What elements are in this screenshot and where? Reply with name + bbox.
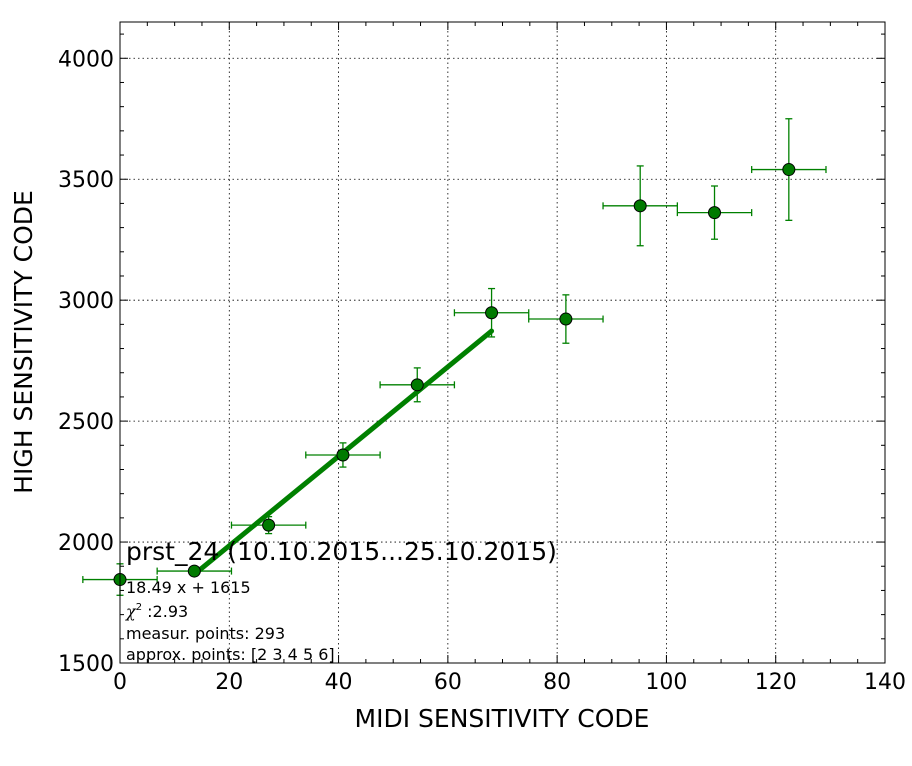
data-point xyxy=(410,378,424,392)
y-tick-label: 4000 xyxy=(58,47,114,72)
data-point xyxy=(782,163,796,177)
x-tick-label: 0 xyxy=(113,670,127,695)
y-tick-label: 3500 xyxy=(58,168,114,193)
data-point xyxy=(708,206,722,220)
x-tick-label: 20 xyxy=(215,670,243,695)
x-tick-label: 120 xyxy=(755,670,797,695)
data-point xyxy=(187,564,201,578)
x-axis-label: MIDI SENSITIVITY CODE xyxy=(355,704,650,733)
x-tick-label: 60 xyxy=(434,670,462,695)
chi2-superscript: 2 xyxy=(136,602,142,613)
tick-labels-layer: 0 20 40 60 80 100 120 140 1500 2000 2500 3000 3500 40… xyxy=(58,47,906,695)
annotation-chi2: χ2 :2.93 xyxy=(125,602,188,621)
data-point xyxy=(559,312,573,326)
x-tick-label: 80 xyxy=(543,670,571,695)
points-layer xyxy=(113,163,796,587)
annotation-equation: 18.49 x + 1615 xyxy=(126,578,251,597)
annotation-approx-points: approx. points: [2 3 4 5 6] xyxy=(126,645,335,664)
grid-layer xyxy=(120,22,885,663)
annotation-title: prst_24 (10.10.2015...25.10.2015) xyxy=(126,537,557,566)
data-point xyxy=(485,306,499,320)
x-tick-label: 140 xyxy=(864,670,906,695)
plot-frame xyxy=(119,21,886,664)
y-tick-label: 1500 xyxy=(58,652,114,677)
data-point xyxy=(633,199,647,213)
y-tick-label: 2000 xyxy=(58,531,114,556)
data-point xyxy=(262,518,276,532)
chi2-symbol: χ xyxy=(125,602,137,621)
chi2-value: :2.93 xyxy=(142,602,188,621)
x-tick-label: 100 xyxy=(645,670,687,695)
y-axis-label: HIGH SENSITIVITY CODE xyxy=(9,190,38,494)
ticks-layer xyxy=(119,22,886,664)
data-point xyxy=(336,448,350,462)
y-tick-label: 2500 xyxy=(58,410,114,435)
annotation-measur-points: measur. points: 293 xyxy=(126,624,285,643)
x-tick-label: 40 xyxy=(325,670,353,695)
y-tick-label: 3000 xyxy=(58,289,114,314)
errorbar-layer xyxy=(82,118,827,596)
